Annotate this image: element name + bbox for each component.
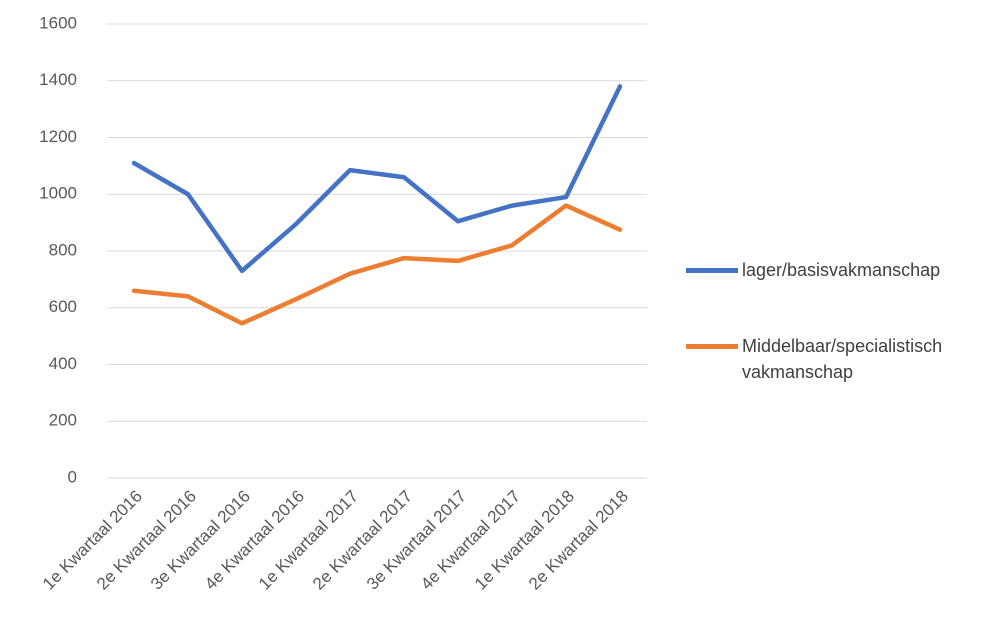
legend-label: Middelbaar/specialistisch vakmanschap xyxy=(742,336,943,382)
y-tick-label: 1600 xyxy=(39,13,77,32)
x-tick-label: 4e Kwartaal 2017 xyxy=(417,487,524,594)
legend-item: lager/basisvakmanschap xyxy=(686,257,992,283)
x-tick-label: 2e Kwartaal 2018 xyxy=(525,487,632,594)
y-tick-label: 1000 xyxy=(39,184,77,203)
legend-swatch xyxy=(686,344,738,349)
legend-swatch xyxy=(686,268,738,273)
y-tick-label: 400 xyxy=(49,354,77,373)
x-tick-label: 2e Kwartaal 2016 xyxy=(93,487,200,594)
x-tick-label: 1e Kwartaal 2018 xyxy=(471,487,578,594)
legend-label: lager/basisvakmanschap xyxy=(742,260,941,280)
x-tick-label: 1e Kwartaal 2016 xyxy=(39,487,146,594)
y-tick-label: 0 xyxy=(68,467,77,486)
x-tick-label: 3e Kwartaal 2016 xyxy=(147,487,254,594)
y-tick-label: 200 xyxy=(49,411,77,430)
x-tick-label: 2e Kwartaal 2017 xyxy=(309,487,416,594)
series-line xyxy=(131,84,623,274)
x-tick-label: 1e Kwartaal 2017 xyxy=(255,487,362,594)
x-tick-label: 3e Kwartaal 2017 xyxy=(363,487,470,594)
y-tick-label: 800 xyxy=(49,240,77,259)
y-tick-label: 1400 xyxy=(39,70,77,89)
legend-item: Middelbaar/specialistisch vakmanschap xyxy=(686,333,992,385)
x-tick-label: 4e Kwartaal 2016 xyxy=(201,487,308,594)
series-line xyxy=(131,203,623,326)
y-tick-label: 1200 xyxy=(39,127,77,146)
y-tick-label: 600 xyxy=(49,297,77,316)
